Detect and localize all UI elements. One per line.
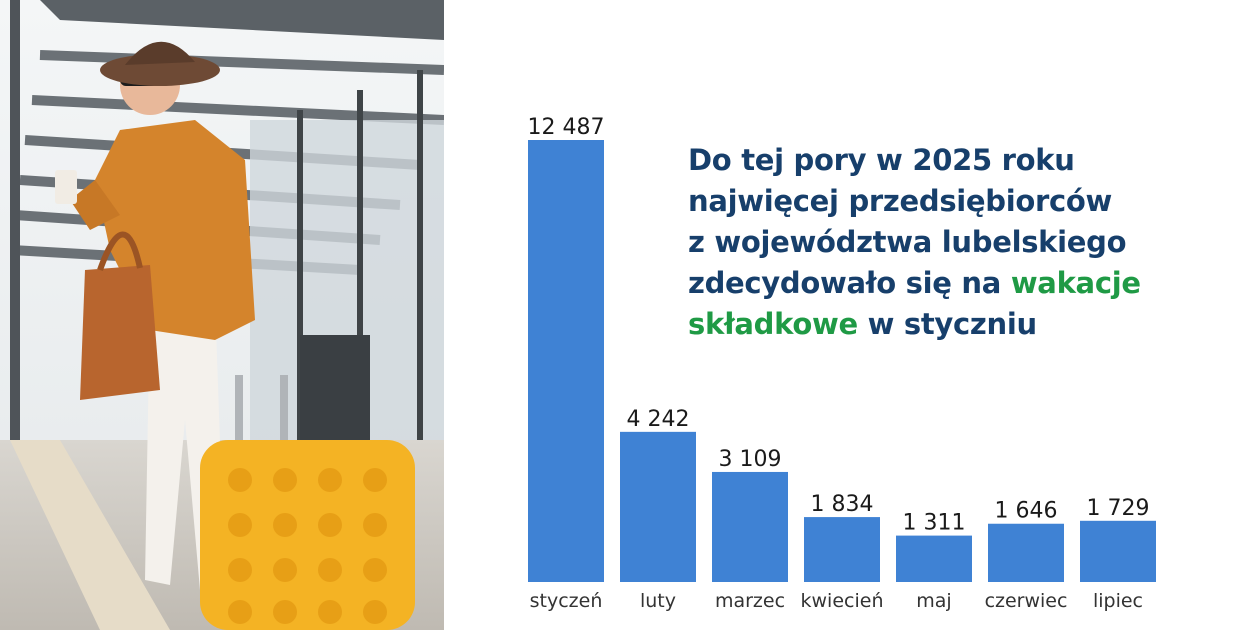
category-label-czerwiec: czerwiec bbox=[985, 590, 1068, 612]
bar-maj bbox=[896, 535, 972, 582]
headline-highlight-1: wakacje bbox=[1010, 266, 1141, 300]
bar-czerwiec bbox=[988, 523, 1064, 582]
bar-kwiecień bbox=[804, 517, 880, 582]
headline-line-3: z województwa lubelskiego bbox=[688, 225, 1127, 259]
category-label-kwiecień: kwiecień bbox=[801, 590, 884, 612]
headline-highlight-2: składkowe bbox=[688, 307, 858, 341]
category-label-styczeń: styczeń bbox=[530, 590, 603, 612]
bar-chart: 12 487 styczeń 4 242 luty 3 109 marzec 1 834 kw… bbox=[500, 100, 1180, 620]
bar-chart-svg: 12 487 styczeń 4 242 luty 3 109 marzec 1 834 kw… bbox=[528, 115, 1156, 612]
headline-line-5: składkowe w styczniu bbox=[688, 304, 1208, 345]
bar-luty bbox=[620, 431, 696, 582]
value-label-lipiec: 1 729 bbox=[1087, 496, 1150, 521]
category-label-maj: maj bbox=[916, 590, 951, 612]
headline: Do tej pory w 2025 roku najwięcej przeds… bbox=[688, 140, 1208, 345]
value-label-luty: 4 242 bbox=[627, 407, 690, 432]
category-label-marzec: marzec bbox=[715, 590, 785, 612]
category-label-luty: luty bbox=[640, 590, 676, 612]
headline-line-5-text: w styczniu bbox=[857, 307, 1038, 341]
headline-line-4-text: zdecydowało się na bbox=[688, 266, 1011, 300]
headline-line-2: najwięcej przedsiębiorców bbox=[688, 184, 1113, 218]
bar-lipiec bbox=[1080, 520, 1156, 582]
value-label-czerwiec: 1 646 bbox=[995, 499, 1058, 524]
headline-line-1: Do tej pory w 2025 roku bbox=[688, 143, 1075, 177]
bar-marzec bbox=[712, 471, 788, 582]
bar-styczeń bbox=[528, 140, 604, 582]
value-label-styczeń: 12 487 bbox=[528, 115, 605, 140]
value-label-maj: 1 311 bbox=[903, 511, 966, 536]
headline-line-4: zdecydowało się na wakacje bbox=[688, 263, 1208, 304]
traveler-photo bbox=[0, 0, 444, 630]
category-label-lipiec: lipiec bbox=[1093, 590, 1143, 612]
value-label-marzec: 3 109 bbox=[719, 447, 782, 472]
value-label-kwiecień: 1 834 bbox=[811, 492, 874, 517]
